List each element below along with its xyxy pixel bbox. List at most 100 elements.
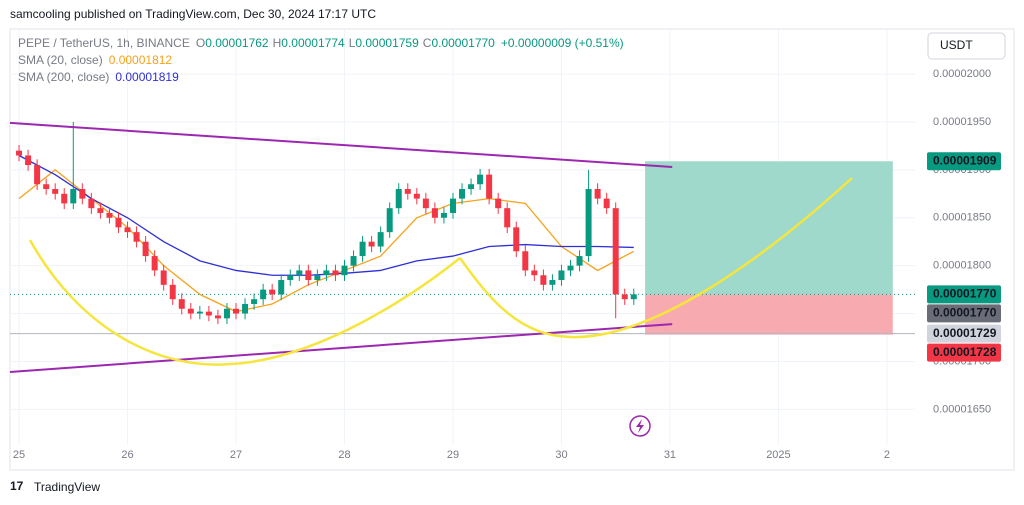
candle-body <box>477 174 484 185</box>
publisher: samcooling published on TradingView.com,… <box>10 7 376 21</box>
candle-body <box>603 198 610 209</box>
events-bolt <box>636 419 644 433</box>
candle-body <box>242 303 249 314</box>
candle-body <box>178 299 185 309</box>
handle-curve <box>458 177 853 339</box>
candle-body <box>305 270 312 281</box>
candle-body <box>468 184 475 190</box>
candle-body <box>61 193 68 204</box>
candle-body <box>621 294 628 300</box>
candle-body <box>612 208 619 295</box>
currency-label[interactable]: USDT <box>940 38 973 52</box>
trend-line <box>9 323 673 373</box>
candle-body <box>576 256 583 266</box>
symbol: PEPE / TetherUS, 1h, BINANCE <box>18 36 190 50</box>
candle-body <box>196 311 203 314</box>
legend-name: SMA (20, close) <box>18 53 103 67</box>
price-label: 0.00001770 <box>933 306 997 320</box>
sma-legend: SMA (200, close) 0.00001819 <box>18 70 179 84</box>
candle-body <box>79 189 86 199</box>
price-label: 0.00001770 <box>933 287 997 301</box>
change: +0.00000009 (+0.51%) <box>501 36 624 50</box>
candle-body <box>404 189 411 194</box>
candle-body <box>413 193 420 199</box>
candle-body <box>630 294 637 300</box>
candle-body <box>151 256 158 271</box>
candle-body <box>287 275 294 281</box>
candle-body <box>567 265 574 271</box>
sma-legend: SMA (20, close) 0.00001812 <box>18 53 172 67</box>
y-tick-label: 0.00001950 <box>933 116 991 128</box>
candle-body <box>187 308 194 314</box>
x-tick-label: 27 <box>230 449 242 461</box>
ohlc-key: H <box>273 36 282 50</box>
loss-zone <box>645 294 893 335</box>
candle-body <box>504 208 511 228</box>
price-label-box <box>927 152 1001 171</box>
candle-body <box>34 165 41 185</box>
events-icon[interactable] <box>629 415 651 437</box>
frame <box>9 28 1015 471</box>
x-tick-label: 2 <box>884 449 890 461</box>
x-tick-label: 30 <box>555 449 567 461</box>
y-tick-label: 0.00002000 <box>933 68 991 80</box>
price-label: 0.00001909 <box>933 153 997 167</box>
ohlc-key: L <box>349 36 356 50</box>
ohlc-value: 0.00001762 <box>205 36 269 50</box>
logo-mark: 17 <box>10 479 24 493</box>
price-label-box <box>927 304 1001 323</box>
candle-body <box>540 275 547 285</box>
candle-body <box>522 251 529 271</box>
candle-body <box>531 270 538 276</box>
trend-line <box>9 121 673 168</box>
candle-body <box>124 227 131 233</box>
candle-body <box>368 241 375 247</box>
currency-button[interactable] <box>927 32 1006 60</box>
candle-body <box>16 150 23 156</box>
ohlc-value: 0.00001759 <box>355 36 419 50</box>
ohlc-key: C <box>423 36 432 50</box>
profit-zone <box>645 161 893 295</box>
candle-body <box>296 270 303 276</box>
candle-body <box>486 174 493 199</box>
legend-value: 0.00001812 <box>109 53 173 67</box>
candle-body <box>549 280 556 285</box>
candle-body <box>133 232 140 242</box>
price-label: 0.00001729 <box>933 326 997 340</box>
candle-body <box>223 308 230 319</box>
candle-body <box>115 217 122 228</box>
candle-body <box>377 232 384 247</box>
candle-body <box>251 299 258 304</box>
x-tick-label: 2025 <box>766 449 790 461</box>
candle-body <box>323 270 330 276</box>
candle-body <box>341 265 348 276</box>
price-label: 0.00001728 <box>933 345 997 359</box>
candle-body <box>233 308 240 314</box>
candle-body <box>459 189 466 199</box>
candle-body <box>214 315 221 319</box>
candle-body <box>269 289 276 295</box>
candle-body <box>142 241 149 257</box>
candle-body <box>52 189 59 194</box>
cup-curve <box>28 239 461 366</box>
legend-name: SMA (200, close) <box>18 70 109 84</box>
candle-body <box>43 184 50 190</box>
y-tick-label: 0.00001650 <box>933 403 991 415</box>
candle-body <box>558 270 565 281</box>
x-tick-label: 26 <box>121 449 133 461</box>
price-label-box <box>927 324 1001 343</box>
ohlc-value: 0.00001770 <box>431 36 495 50</box>
logo-text: TradingView <box>34 480 100 494</box>
candle-body <box>205 311 212 316</box>
candle-body <box>386 208 393 233</box>
candle-body <box>422 198 429 209</box>
y-tick-label: 0.00001800 <box>933 260 991 272</box>
ohlc-value: 0.00001774 <box>281 36 345 50</box>
candle-body <box>169 284 176 300</box>
price-label-box <box>927 343 1001 362</box>
legend-line: PEPE / TetherUS, 1h, BINANCE O0.00001762 H… <box>18 36 624 50</box>
candle-body <box>97 208 104 213</box>
plot: 0.000016500.000017000.000017500.00001800… <box>9 30 1001 461</box>
candle-body <box>440 212 447 218</box>
